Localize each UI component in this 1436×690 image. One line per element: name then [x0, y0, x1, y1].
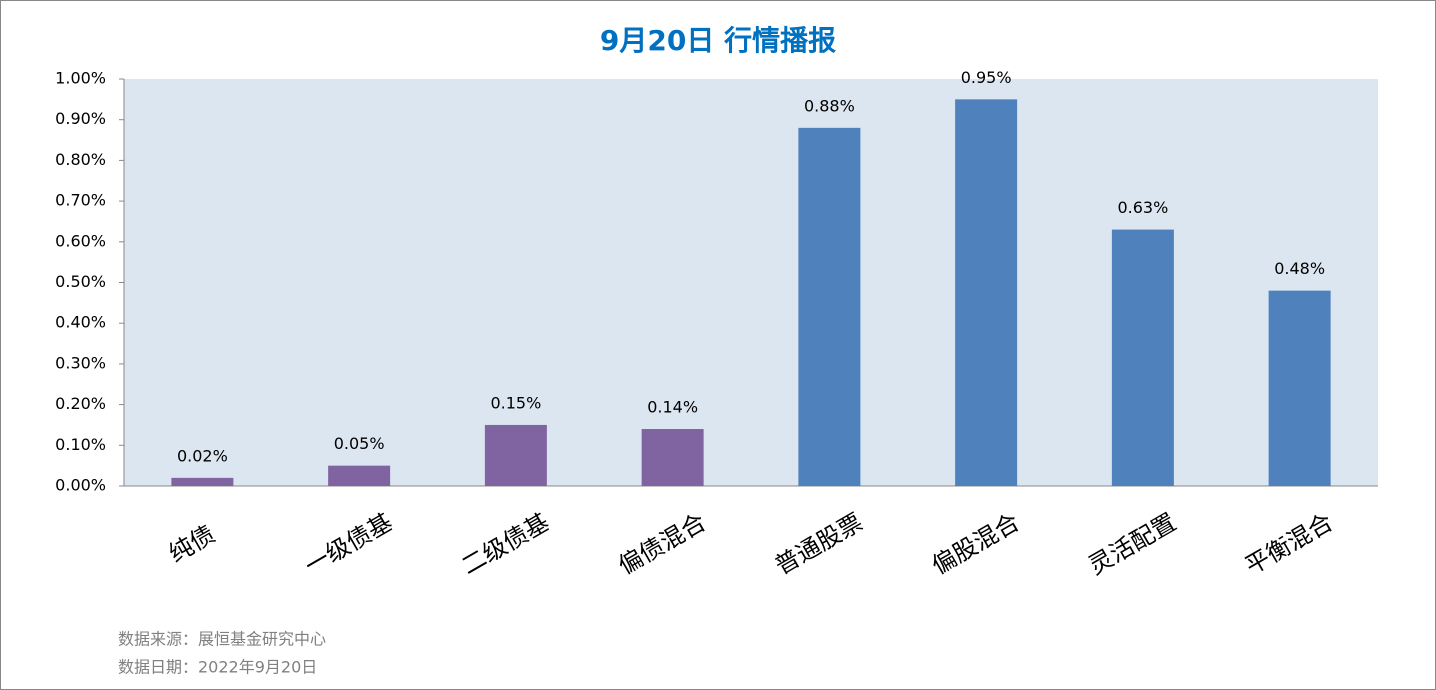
data-label: 0.14%: [647, 398, 698, 417]
plot-area: [124, 79, 1378, 486]
data-label: 0.15%: [490, 393, 541, 412]
y-tick-label: 0.90%: [55, 109, 106, 128]
bar: [798, 127, 861, 486]
footnote: 数据日期：2022年9月20日: [118, 658, 317, 677]
bar: [171, 477, 234, 486]
y-tick-label: 0.40%: [55, 313, 106, 332]
footnote: 数据来源：展恒基金研究中心: [118, 630, 326, 649]
data-label: 0.63%: [1117, 198, 1168, 217]
bar: [484, 424, 547, 486]
bar: [328, 465, 391, 486]
data-label: 0.95%: [961, 68, 1012, 87]
data-label: 0.05%: [334, 434, 385, 453]
chart-title: 9月20日 行情播报: [600, 24, 836, 57]
bar: [1268, 290, 1331, 486]
y-tick-label: 0.30%: [55, 353, 106, 372]
data-label: 0.02%: [177, 446, 228, 465]
y-tick-label: 0.60%: [55, 231, 106, 250]
bar: [641, 429, 704, 486]
y-tick-label: 0.00%: [55, 476, 106, 495]
bar: [1111, 229, 1174, 486]
y-tick-label: 0.80%: [55, 150, 106, 169]
y-tick-label: 1.00%: [55, 69, 106, 88]
y-tick-label: 0.70%: [55, 191, 106, 210]
data-label: 0.88%: [804, 96, 855, 115]
y-tick-label: 0.50%: [55, 272, 106, 291]
bar: [955, 99, 1018, 486]
y-tick-label: 0.10%: [55, 435, 106, 454]
data-label: 0.48%: [1274, 259, 1325, 278]
y-tick-label: 0.20%: [55, 394, 106, 413]
